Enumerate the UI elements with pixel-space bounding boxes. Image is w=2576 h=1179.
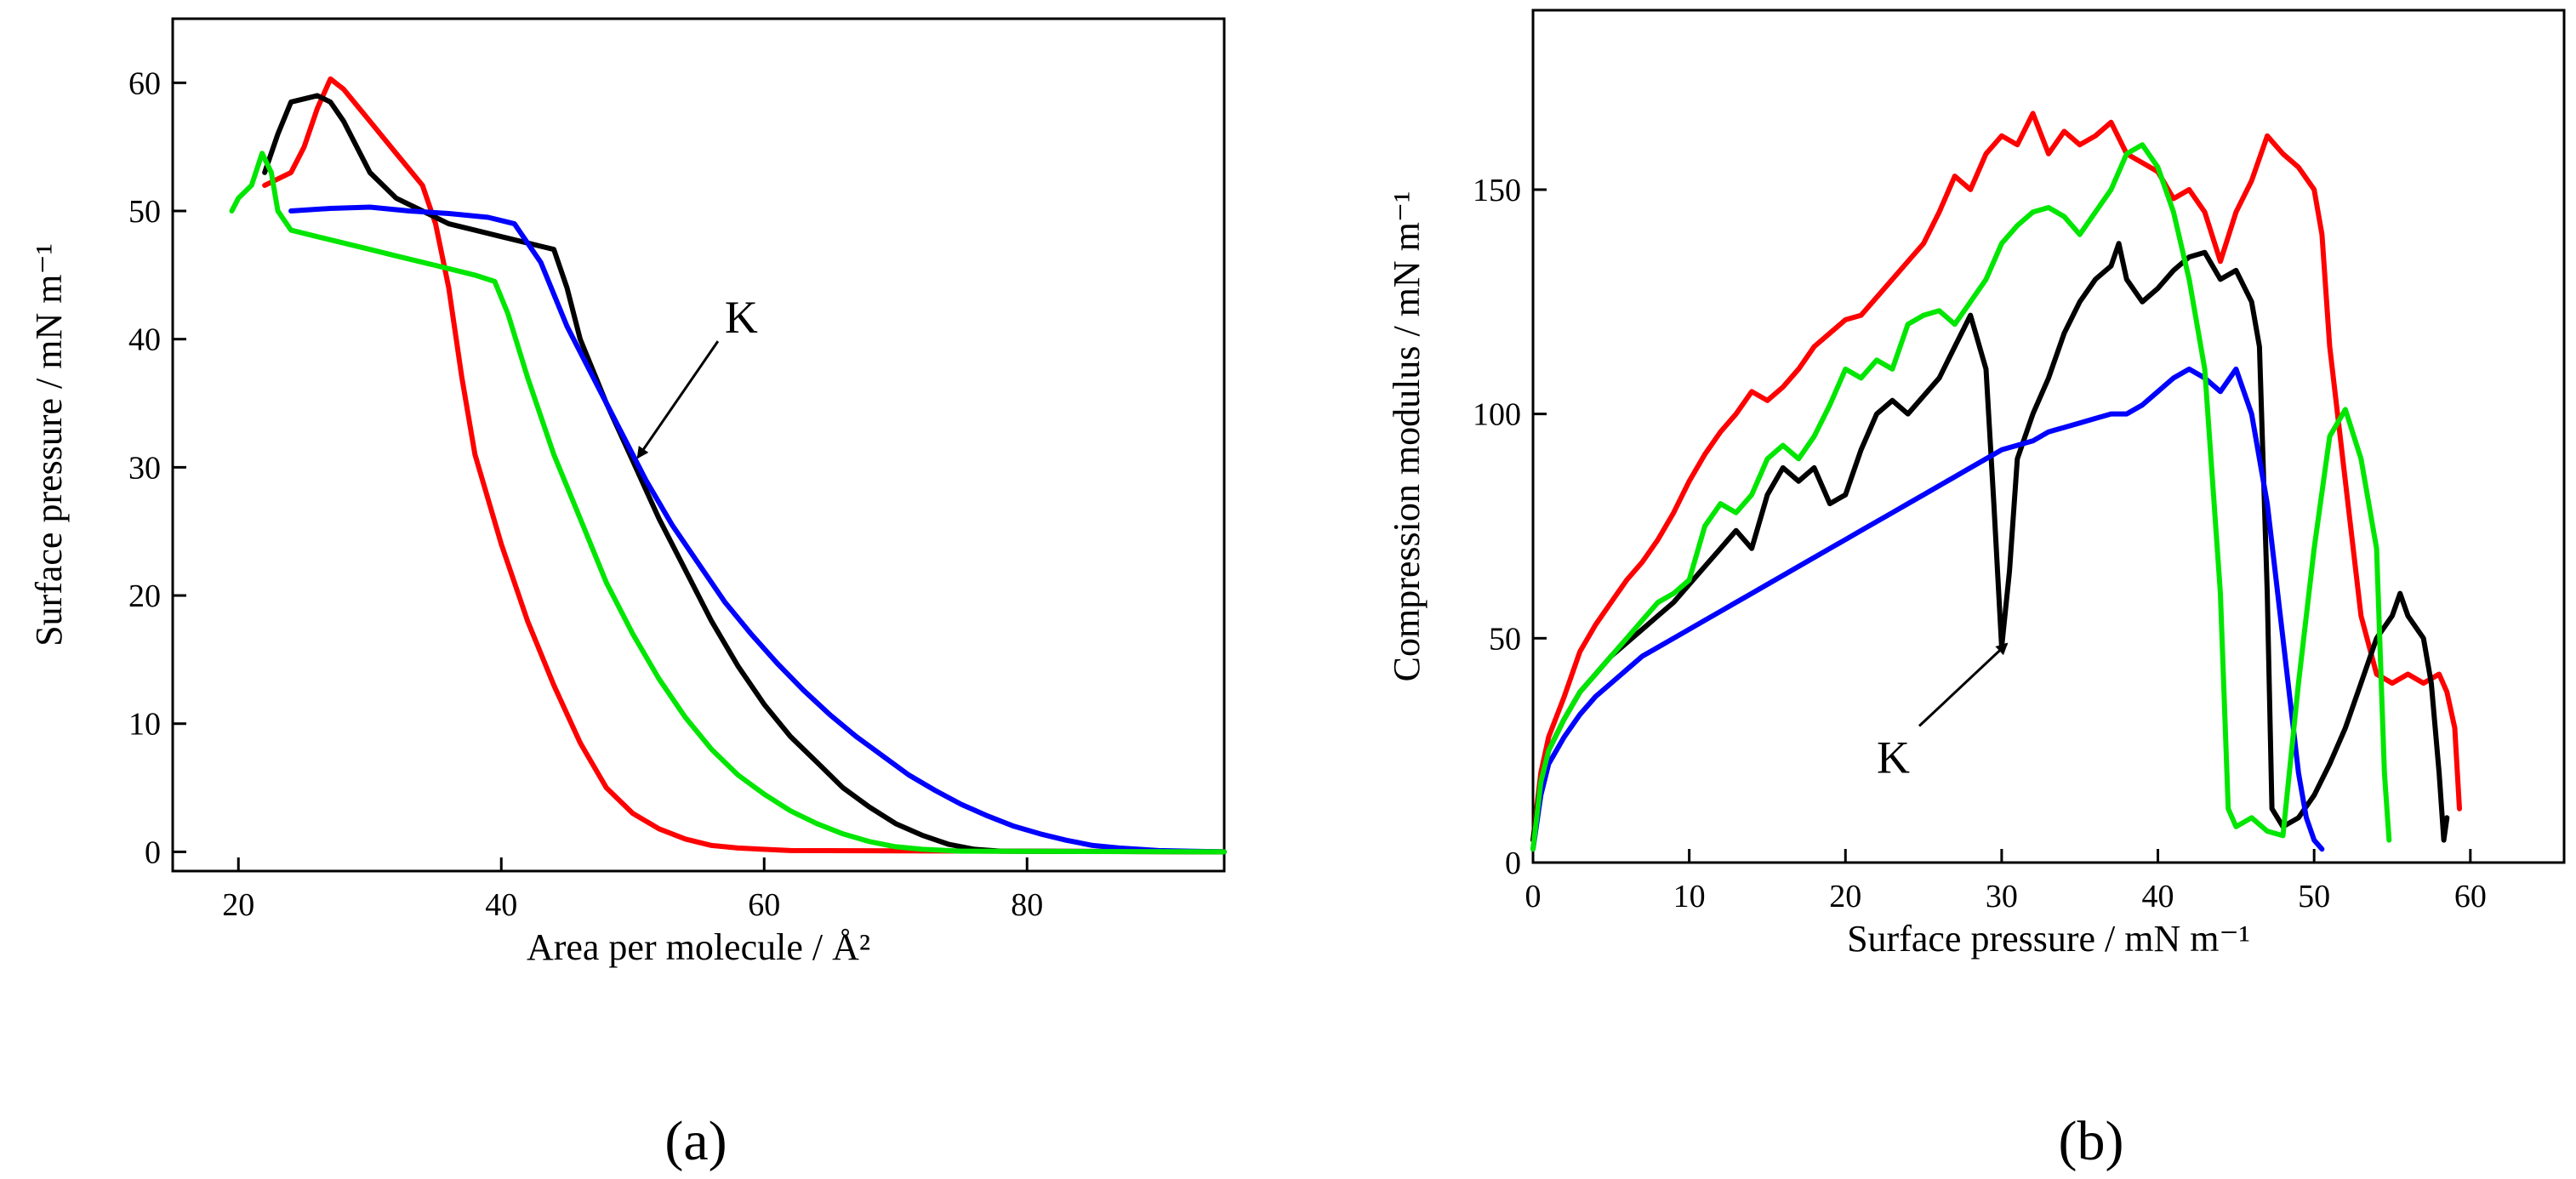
series-line-b-green [1530,142,2392,852]
x-tick-label-b-50: 50 [2298,879,2330,914]
y-tick-label-a-30: 30 [128,450,161,486]
x-tick-label-a-60: 60 [748,887,780,923]
x-tick-label-b-0: 0 [1525,879,1542,914]
axis-ticks-b: 0 10 20 30 40 50 60 0 50 100 150 [1473,173,2487,914]
chart-panel-a: 20 40 60 80 0 10 20 30 40 50 60 K Area per molecul… [28,17,1227,1172]
series-line-a-green [229,151,1227,855]
x-tick-label-b-10: 10 [1673,879,1706,914]
x-tick-label-a-40: 40 [485,887,517,923]
chart-panel-b: 0 10 20 30 40 50 60 0 50 100 150 K Surface pressur… [1386,9,2566,1172]
x-tick-label-b-30: 30 [1986,879,2018,914]
y-tick-label-b-50: 50 [1489,621,1521,657]
series-group-b [1530,111,2462,852]
x-axis-title-a: Area per molecule / Å² [527,926,870,968]
series-line-b-red [1530,111,2462,843]
axis-ticks-a: 20 40 60 80 0 10 20 30 40 50 60 [128,66,1043,923]
y-tick-label-a-20: 20 [128,578,161,614]
y-tick-label-a-0: 0 [145,834,161,870]
x-tick-label-a-20: 20 [222,887,254,923]
series-group-a [229,76,1227,855]
panel-label-b: (b) [2059,1110,2124,1172]
x-axis-title-b: Surface pressure / mN m⁻¹ [1847,918,2250,960]
plot-frame-a [171,17,1226,873]
y-tick-label-a-40: 40 [128,322,161,358]
series-line-b-black [1530,241,2450,843]
x-tick-label-b-60: 60 [2454,879,2487,914]
series-line-a-red [262,76,1227,855]
y-tick-label-b-0: 0 [1505,846,1521,881]
annotation-arrow-b [1918,642,2009,727]
y-tick-label-b-100: 100 [1473,397,1521,433]
y-axis-title-a: Surface pressure / mN m⁻¹ [28,243,70,646]
plot-frame-b [1531,9,2566,864]
x-tick-label-b-40: 40 [2142,879,2174,914]
y-tick-label-a-10: 10 [128,707,161,743]
annotation-k-a: K [725,292,758,343]
y-tick-label-a-60: 60 [128,66,161,101]
panel-label-a: (a) [664,1110,727,1172]
annotation-k-b: K [1877,732,1910,783]
x-tick-label-a-80: 80 [1011,887,1043,923]
y-tick-label-b-150: 150 [1473,173,1521,208]
x-tick-label-b-20: 20 [1829,879,1861,914]
series-line-a-blue [288,204,1227,855]
y-axis-title-b: Compression modulus / mN m⁻¹ [1386,191,1428,682]
annotation-arrow-a [636,340,720,459]
y-tick-label-a-50: 50 [128,194,161,230]
